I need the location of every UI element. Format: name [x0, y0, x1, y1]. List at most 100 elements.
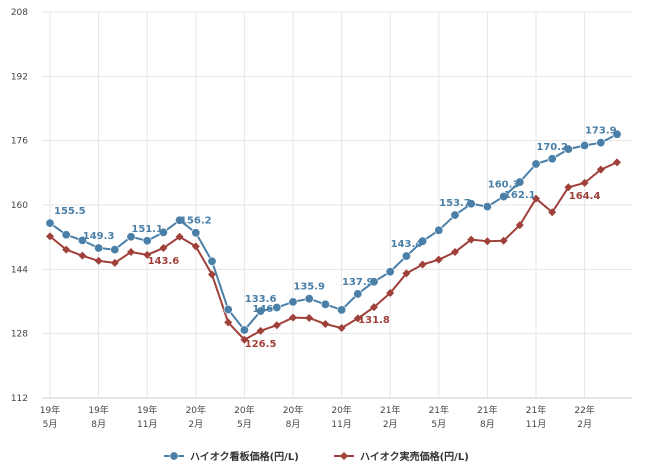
data-label: 164.4	[569, 191, 601, 202]
data-point-actual	[451, 248, 459, 257]
x-tick-label-month: 2月	[577, 419, 592, 430]
data-label: 133.6	[245, 294, 277, 305]
legend-item-actual: ハイオク実売価格(円/L)	[334, 450, 469, 463]
data-label: 151.1	[131, 224, 163, 235]
data-point-posted	[450, 210, 460, 220]
data-point-actual	[240, 335, 249, 344]
data-point-posted	[256, 306, 266, 316]
data-point-actual	[159, 244, 168, 253]
data-point-posted	[45, 218, 55, 228]
data-point-posted	[385, 267, 395, 277]
data-point-actual	[515, 221, 524, 230]
data-point-actual	[256, 326, 265, 335]
data-point-actual	[62, 245, 71, 254]
data-point-actual	[289, 313, 297, 322]
x-tick-label-year: 21年	[429, 404, 449, 416]
data-point-actual	[418, 260, 427, 269]
data-point-actual	[321, 320, 330, 329]
data-point-actual	[564, 183, 573, 192]
data-point-actual	[46, 232, 54, 241]
data-point-actual	[272, 321, 281, 330]
x-tick-label-month: 11月	[331, 419, 351, 430]
x-tick-label-month: 5月	[43, 419, 58, 430]
legend-item-posted: ハイオク看板価格(円/L)	[164, 450, 299, 463]
data-point-actual	[467, 235, 476, 244]
x-tick-label-year: 19年	[40, 404, 60, 416]
x-tick-label-year: 21年	[380, 404, 400, 416]
data-point-posted	[320, 299, 330, 309]
data-point-actual	[337, 324, 346, 333]
x-tick-label-year: 21年	[526, 404, 546, 416]
data-point-actual	[434, 255, 443, 264]
series-layer	[45, 129, 622, 344]
data-label: 126.5	[245, 339, 277, 350]
data-label: 170.2	[536, 142, 568, 153]
data-label: 156.2	[180, 216, 212, 227]
x-tick-label-month: 11月	[137, 419, 157, 430]
data-point-actual	[127, 248, 135, 257]
data-point-actual	[305, 313, 314, 322]
y-tick-label: 144	[11, 265, 28, 275]
x-tick-label-month: 8月	[480, 419, 495, 430]
data-point-actual	[94, 256, 103, 265]
x-tick-label-month: 5月	[237, 419, 252, 430]
data-point-actual	[353, 314, 362, 323]
data-point-actual	[580, 178, 589, 187]
grid-layer	[42, 11, 632, 399]
x-tick-label-month: 2月	[188, 419, 203, 430]
data-point-posted	[207, 256, 217, 266]
x-tick-label-year: 22年	[574, 404, 594, 416]
y-tick-label: 176	[11, 137, 28, 147]
series-posted-price	[45, 129, 622, 335]
data-point-posted	[239, 325, 249, 335]
data-label: 137.9	[342, 277, 374, 288]
legend-label: ハイオク実売価格(円/L)	[360, 450, 469, 463]
y-tick-label: 208	[11, 8, 28, 18]
data-point-posted	[272, 303, 282, 313]
data-point-posted	[612, 129, 622, 139]
data-point-posted	[499, 192, 509, 202]
y-tick-label: 112	[11, 394, 28, 404]
data-point-posted	[142, 236, 152, 246]
data-point-posted	[94, 243, 104, 253]
data-point-posted	[288, 297, 298, 307]
data-point-actual	[208, 270, 216, 279]
legend-swatch-marker	[340, 452, 348, 460]
x-tick-label-year: 19年	[88, 404, 108, 416]
x-tick-label-month: 11月	[526, 419, 546, 430]
data-label: 155.5	[54, 206, 86, 217]
x-tick-label-month: 2月	[383, 419, 398, 430]
data-point-posted	[223, 305, 233, 315]
data-point-posted	[547, 154, 557, 164]
data-point-posted	[466, 199, 476, 209]
data-point-actual	[175, 232, 184, 241]
data-point-posted	[110, 245, 120, 255]
axis-layer: 112 128 144 160 176 192 208 19年 5月 19年 8月 19年 11月 20年…	[11, 8, 632, 430]
x-tick-label-year: 20年	[331, 404, 351, 416]
data-point-actual	[532, 194, 540, 203]
data-label: 143.4	[391, 239, 423, 250]
data-point-posted	[369, 277, 379, 287]
x-tick-label-month: 8月	[91, 419, 106, 430]
data-point-actual	[499, 236, 508, 245]
data-point-actual	[613, 158, 621, 167]
data-point-actual	[483, 237, 492, 246]
data-point-posted	[531, 159, 541, 169]
data-point-posted	[126, 232, 136, 242]
data-point-posted	[158, 227, 168, 237]
data-point-actual	[78, 251, 87, 260]
data-point-actual	[110, 258, 119, 267]
data-label: 131.8	[358, 315, 390, 326]
data-point-posted	[418, 236, 428, 246]
data-point-actual	[224, 318, 233, 327]
y-tick-label: 128	[11, 330, 28, 340]
series-line	[49, 161, 618, 341]
data-point-posted	[401, 251, 411, 261]
x-tick-label-month: 5月	[431, 419, 446, 430]
data-point-posted	[77, 235, 87, 245]
x-tick-label-month: 8月	[286, 419, 301, 430]
x-tick-label-year: 21年	[477, 404, 497, 416]
